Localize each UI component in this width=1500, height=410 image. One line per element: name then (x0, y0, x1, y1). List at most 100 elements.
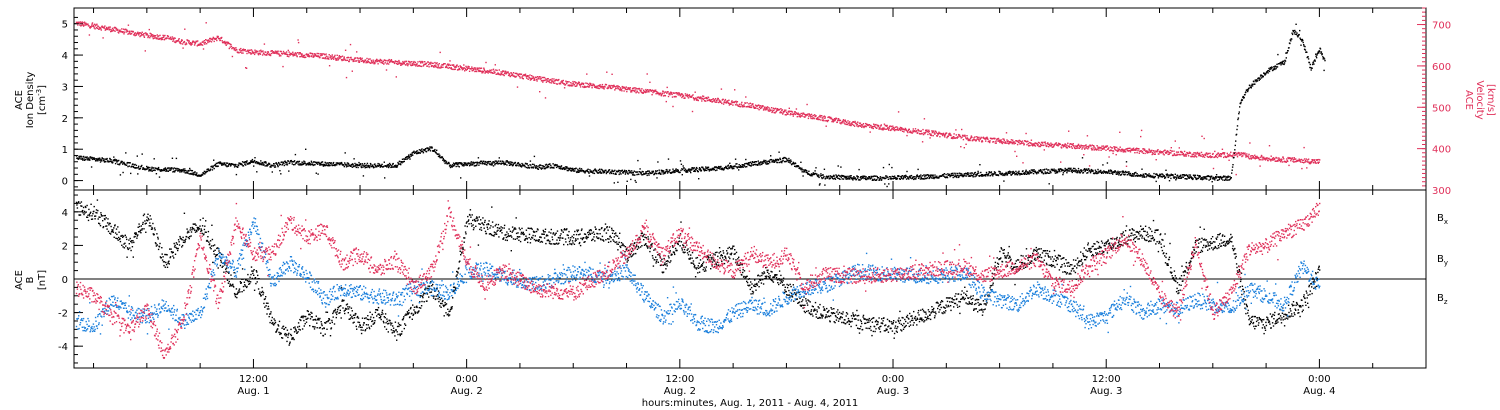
density-point (89, 159, 91, 161)
velocity-point (448, 64, 450, 67)
velocity-point (211, 39, 214, 41)
density-point (748, 163, 750, 165)
velocity-point (815, 115, 817, 117)
density-point (410, 155, 413, 157)
velocity-point (923, 118, 926, 120)
velocity-point (328, 65, 331, 67)
velocity-point (742, 105, 745, 108)
velocity-point (288, 51, 290, 53)
velocity-point (440, 67, 442, 69)
density-point (832, 178, 834, 180)
velocity-point (1188, 151, 1191, 153)
velocity-point (389, 60, 392, 63)
density-point (588, 172, 590, 174)
velocity-point (1313, 162, 1315, 164)
velocity-point (535, 78, 538, 81)
velocity-point (296, 55, 298, 57)
velocity-point (621, 85, 623, 88)
velocity-point (155, 37, 157, 39)
velocity-point (259, 52, 261, 54)
velocity-point (728, 104, 731, 106)
velocity-point (479, 70, 481, 72)
velocity-point (1104, 145, 1107, 147)
density-point (348, 163, 350, 165)
velocity-point (316, 55, 318, 57)
velocity-point (1084, 145, 1087, 147)
velocity-point (842, 120, 844, 122)
velocity-point (628, 88, 631, 90)
density-point (460, 177, 462, 179)
velocity-point (551, 80, 553, 82)
density-point (626, 180, 628, 182)
velocity-point (613, 84, 615, 87)
density-point (704, 169, 707, 171)
velocity-point (708, 98, 711, 101)
velocity-point (418, 64, 421, 67)
velocity-point (585, 86, 588, 88)
density-point (901, 177, 903, 179)
velocity-point (808, 115, 810, 118)
velocity-point (738, 105, 740, 107)
density-point (508, 162, 510, 164)
velocity-point (587, 83, 590, 85)
density-point (728, 167, 731, 169)
density-point (656, 177, 658, 179)
velocity-point (1169, 152, 1171, 154)
velocity-point (1068, 130, 1070, 132)
velocity-point (171, 38, 173, 40)
velocity-point (1192, 153, 1195, 156)
velocity-point (1269, 158, 1272, 161)
velocity-point (101, 25, 103, 27)
velocity-point (1128, 150, 1131, 152)
velocity-point (281, 53, 284, 55)
velocity-point (169, 38, 171, 40)
velocity-point (391, 60, 393, 62)
velocity-point (408, 61, 411, 63)
density-point (946, 176, 949, 179)
velocity-point (895, 128, 898, 131)
velocity-point (1261, 155, 1263, 157)
density-point (163, 169, 166, 172)
velocity-point (1319, 159, 1321, 161)
density-point (667, 158, 670, 160)
velocity-point (667, 91, 669, 93)
velocity-point (127, 24, 130, 26)
velocity-point (467, 65, 469, 68)
velocity-point (882, 128, 885, 130)
density-point (789, 162, 791, 164)
velocity-point (474, 70, 476, 73)
density-point (974, 175, 976, 178)
velocity-point (938, 132, 941, 135)
density-point (592, 172, 594, 174)
velocity-point (521, 77, 524, 79)
velocity-point (202, 48, 205, 50)
velocity-point (317, 52, 320, 55)
velocity-point (835, 117, 838, 120)
density-point (226, 162, 229, 164)
density-point (116, 160, 118, 162)
density-point (332, 161, 335, 164)
velocity-point (82, 24, 84, 26)
velocity-point (966, 137, 969, 139)
velocity-point (594, 86, 596, 88)
velocity-point (1150, 151, 1152, 153)
density-point (262, 162, 264, 165)
velocity-point (499, 73, 501, 75)
velocity-point (816, 118, 818, 120)
velocity-point (625, 86, 627, 88)
velocity-point (1172, 154, 1175, 157)
density-point (165, 170, 167, 172)
density-point (871, 175, 873, 178)
velocity-point (305, 56, 307, 58)
density-point (364, 162, 366, 165)
velocity-point (541, 79, 543, 82)
velocity-point (185, 42, 187, 44)
velocity-point (398, 61, 401, 63)
velocity-point (760, 105, 762, 107)
velocity-point (83, 21, 86, 23)
velocity-point (929, 134, 932, 136)
velocity-point (395, 60, 397, 63)
density-point (327, 162, 329, 164)
density-point (387, 165, 389, 167)
density-point (742, 166, 744, 168)
